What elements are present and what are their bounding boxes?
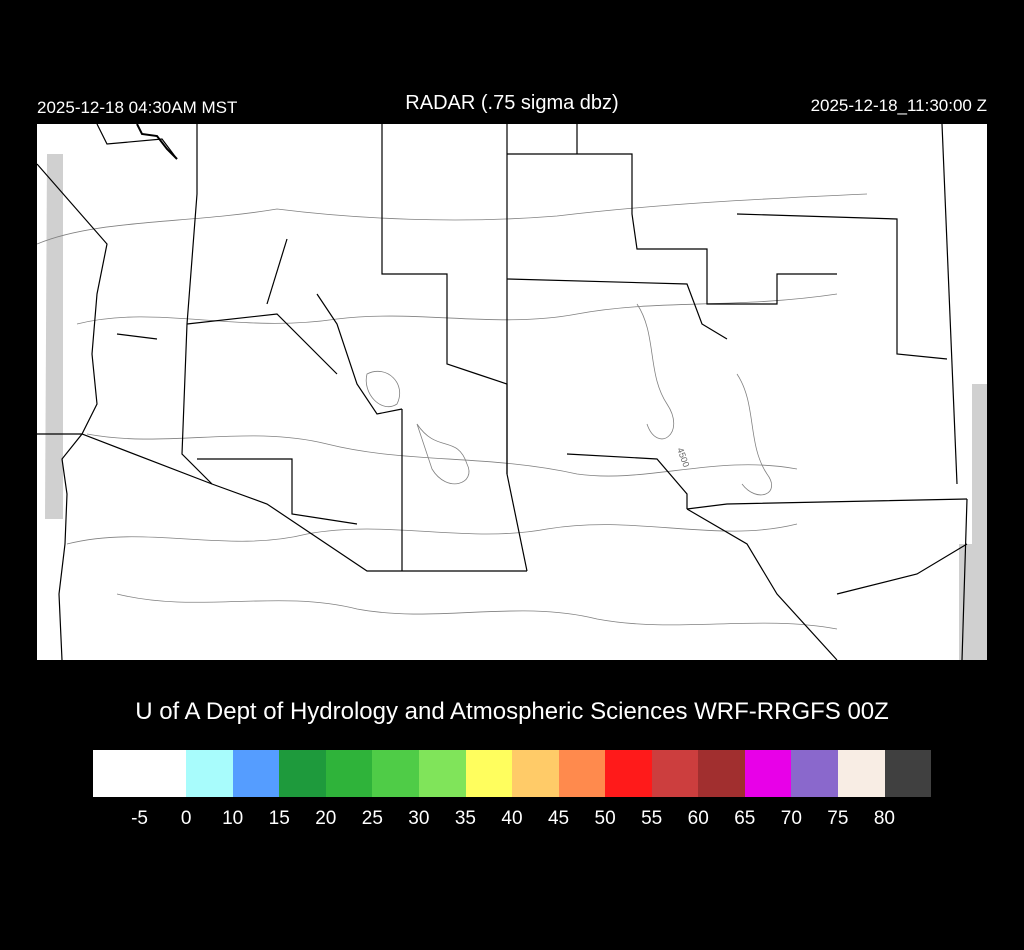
colorbar-swatch (93, 750, 140, 797)
utc-time: 2025-12-18_11:30:00 Z (810, 96, 987, 115)
colorbar-swatch (139, 750, 187, 797)
no-data-right-strip (959, 384, 987, 660)
colorbar-tick-label: 20 (315, 808, 337, 829)
colorbar-tick-label: 50 (594, 808, 616, 829)
colorbar-swatch (325, 750, 373, 797)
state-borders (36, 123, 968, 661)
colorbar-tick-label: 45 (547, 808, 570, 829)
colorbar-swatch (279, 750, 326, 797)
river (136, 123, 178, 160)
colorbar-swatch (651, 750, 699, 797)
colorbar (93, 750, 932, 797)
radar-map: 4500 (36, 123, 987, 661)
colorbar-swatch (465, 750, 513, 797)
colorbar-swatch (512, 750, 559, 797)
colorbar-tick-label: 35 (454, 808, 477, 829)
colorbar-tick-label: 10 (222, 808, 244, 829)
no-data-left-strip (45, 154, 63, 519)
colorbar-tick-label: 15 (268, 808, 290, 829)
contour-label: 4500 (675, 446, 691, 468)
local-time: 2025-12-18 04:30AM MST (37, 98, 238, 117)
colorbar-swatch (372, 750, 419, 797)
colorbar-swatch (418, 750, 466, 797)
map-canvas: 4500 (36, 123, 987, 661)
colorbar-tick-label: 0 (180, 808, 192, 829)
colorbar-swatch (698, 750, 745, 797)
colorbar-swatch (186, 750, 233, 797)
contours (36, 193, 868, 630)
colorbar-swatch (884, 750, 932, 797)
colorbar-tick-label: 30 (408, 808, 430, 829)
colorbar-tick-label: 80 (873, 808, 896, 829)
map-title: RADAR (.75 sigma dbz) (405, 92, 619, 114)
colorbar-tick-label: 65 (734, 808, 756, 829)
colorbar-swatch (605, 750, 652, 797)
colorbar-tick-label: 75 (827, 808, 849, 829)
colorbar-tick-label: 60 (687, 808, 709, 829)
colorbar-tick-label: 25 (361, 808, 383, 829)
colorbar-swatch (744, 750, 792, 797)
colorbar-swatch (838, 750, 885, 797)
colorbar-tick-label: 55 (641, 808, 663, 829)
colorbar-swatch (232, 750, 280, 797)
colorbar-tick-label: 70 (780, 808, 802, 829)
colorbar-labels: -5 0 10 15 20 25 30 35 40 45 50 55 60 65 70 75 80 (93, 808, 931, 832)
model-credit: U of A Dept of Hydrology and Atmospheric… (135, 698, 889, 725)
colorbar-tick-label: 40 (501, 808, 523, 829)
colorbar-swatch (791, 750, 838, 797)
colorbar-tick-label: -5 (131, 808, 148, 829)
colorbar-swatch (558, 750, 606, 797)
